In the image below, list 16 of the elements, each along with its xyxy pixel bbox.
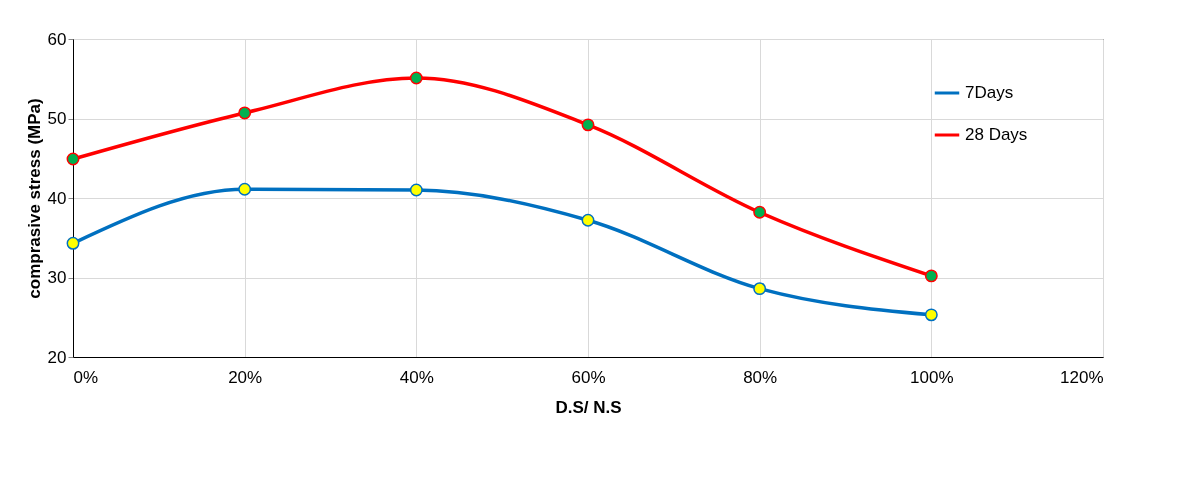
x-tick-label: 20% xyxy=(228,367,263,387)
x-axis-title: D.S/ N.S xyxy=(555,397,622,417)
x-tick-label: 60% xyxy=(571,367,606,387)
x-tick-label: 80% xyxy=(743,367,778,387)
x-tick-label: 100% xyxy=(910,367,954,387)
x-tick-label: 40% xyxy=(399,367,434,387)
y-tick-label: 40 xyxy=(47,188,67,208)
x-tick-label: 120% xyxy=(1060,367,1104,387)
legend-label: 28 Days xyxy=(965,125,1028,144)
y-tick-label: 20 xyxy=(47,347,67,367)
y-axis-title: comprasive stress (MPa) xyxy=(24,98,44,299)
legend-label: 7Days xyxy=(965,83,1014,102)
y-tick-label: 30 xyxy=(47,268,67,287)
y-tick-label: 60 xyxy=(47,29,67,49)
x-tick-label: 0% xyxy=(73,367,99,387)
y-tick-label: 50 xyxy=(47,109,67,128)
